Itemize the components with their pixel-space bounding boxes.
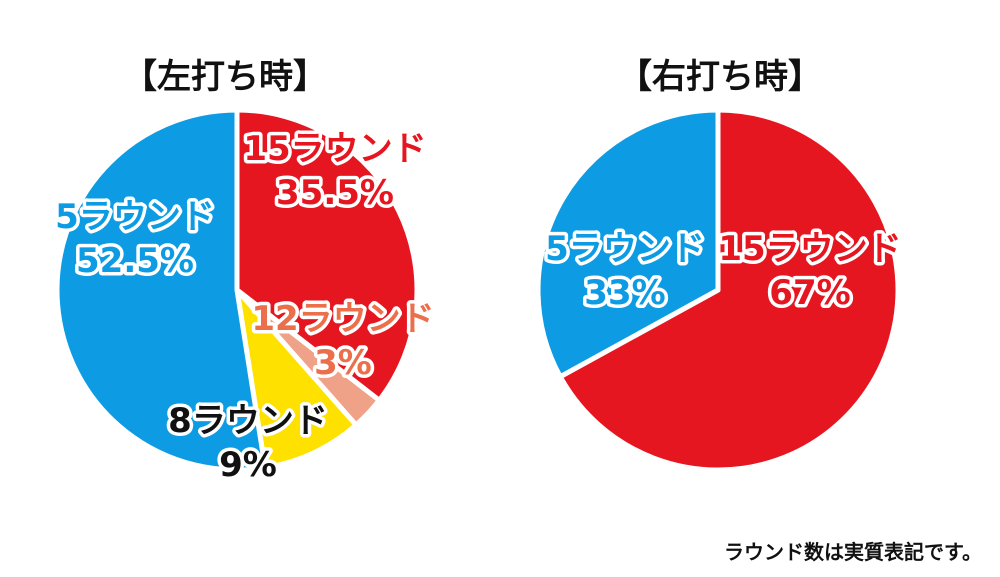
labels-right: 15ラウンド 67%5ラウンド 33%	[542, 226, 906, 317]
slice-label-right-1: 5ラウンド 33%	[545, 229, 705, 313]
pie-slice-left-0	[234, 107, 420, 403]
pie-slice-left-3	[54, 107, 268, 473]
slice-label-left-3: 5ラウンド 52.5%	[55, 197, 215, 281]
pie-chart-right: 【右打ち時】 15ラウンド 67%5ラウンド 33%	[535, 57, 906, 473]
labels-left: 15ラウンド 35.5% 12ラウンド 3% 8ラウンド 9% 5ラウンド 52.5%	[52, 126, 439, 489]
slice-label-right-0: 15ラウンド 67%	[718, 229, 901, 313]
pie-slice-right-1	[535, 107, 721, 380]
footnote: ラウンド数は実質表記です。	[724, 540, 982, 564]
slices-left	[54, 107, 420, 473]
slices-right	[535, 107, 901, 473]
slice-label-left-2: 8ラウンド 9%	[168, 401, 328, 485]
chart-title-right: 【右打ち時】	[618, 57, 822, 97]
pie-chart-left: 【左打ち時】 15ラウンド 35.5% 12ラウンド 3% 8ラウンド 9% 5ラウンド 52…	[52, 57, 439, 489]
slice-label-left-0: 15ラウンド 35.5%	[243, 129, 426, 213]
pie-slice-left-2	[234, 287, 359, 471]
chart-title-left: 【左打ち時】	[123, 57, 327, 97]
slice-label-left-1: 12ラウンド 3%	[251, 299, 434, 383]
pie-slice-right-0	[557, 107, 901, 473]
